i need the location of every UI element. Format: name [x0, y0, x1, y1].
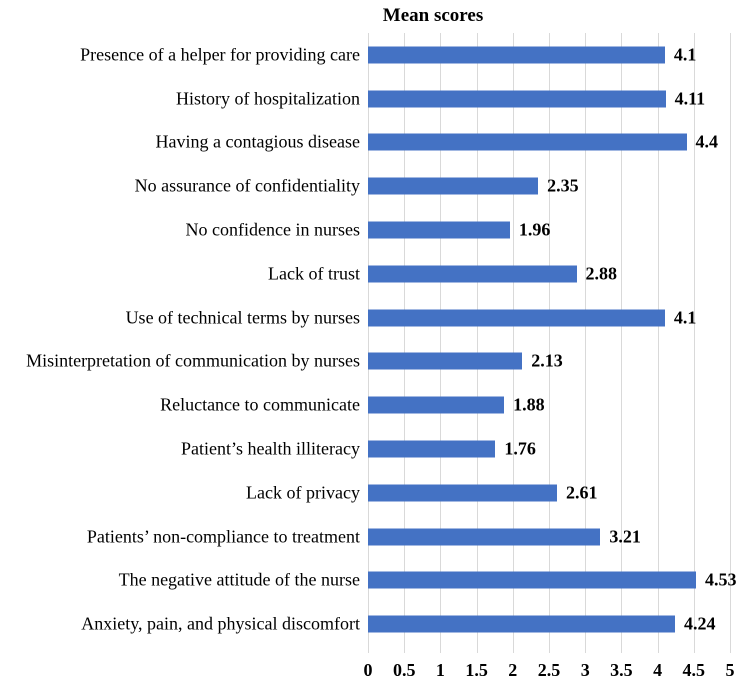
category-label: Anxiety, pain, and physical discomfort — [81, 613, 360, 634]
gridline — [549, 33, 550, 646]
category-label: Lack of privacy — [246, 482, 360, 503]
category-label: Having a contagious disease — [155, 131, 360, 152]
bar-row: No confidence in nurses 1.96 — [0, 208, 744, 252]
chart-title: Mean scores — [382, 5, 484, 26]
category-label: Presence of a helper for providing care — [80, 44, 360, 65]
x-axis-tick-mark — [730, 646, 731, 653]
bar — [368, 352, 523, 370]
gridline — [585, 33, 587, 646]
bar-value-label: 4.53 — [704, 569, 737, 590]
x-axis-tick-label: 5 — [725, 660, 735, 680]
gridline — [368, 33, 369, 646]
gridline — [404, 33, 406, 646]
bar-value-label: 4.4 — [695, 131, 719, 152]
bar-value-label: 4.1 — [673, 44, 697, 65]
gridline — [621, 33, 623, 646]
gridline — [730, 33, 731, 646]
bar-row: No assurance of confidentiality 2.35 — [0, 164, 744, 208]
category-label: Patients’ non-compliance to treatment — [86, 526, 360, 547]
category-label: Use of technical terms by nurses — [125, 307, 360, 328]
x-axis-tick-mark — [368, 646, 369, 653]
x-axis-tick-label: 0 — [363, 660, 373, 680]
bar — [368, 396, 505, 414]
x-axis-tick-label: 4 — [653, 660, 663, 680]
bar-row: History of hospitalization 4.11 — [0, 77, 744, 121]
x-axis-tick-mark — [549, 646, 550, 653]
category-label: Misinterpretation of communication by nu… — [26, 350, 360, 371]
bar-value-label: 4.24 — [683, 613, 716, 634]
x-axis-tick-label: 1.5 — [465, 660, 488, 680]
x-axis-tick-label: 3 — [580, 660, 590, 680]
bar — [368, 90, 666, 108]
x-axis-tick-mark — [476, 646, 478, 653]
bar-row: Reluctance to communicate 1.88 — [0, 383, 744, 427]
x-axis-tick-mark — [440, 646, 442, 653]
gridline — [476, 33, 478, 646]
bar-row: Patient’s health illiteracy 1.76 — [0, 427, 744, 471]
gridline — [440, 33, 442, 646]
bar-value-label: 4.11 — [674, 88, 706, 109]
category-label: History of hospitalization — [176, 88, 360, 109]
bar-value-label: 2.61 — [565, 482, 598, 503]
bar-row: Misinterpretation of communication by nu… — [0, 340, 744, 384]
bar-row: Use of technical terms by nurses 4.1 — [0, 296, 744, 340]
bar-value-label: 3.21 — [609, 526, 641, 547]
bar — [368, 177, 539, 195]
bar — [368, 46, 665, 64]
bar-value-label: 1.88 — [513, 394, 545, 415]
bar-row: Presence of a helper for providing care 4… — [0, 33, 744, 77]
bar-row: Anxiety, pain, and physical discomfort 4.… — [0, 602, 744, 646]
bar-row: Lack of privacy 2.61 — [0, 471, 744, 515]
bar — [368, 528, 601, 546]
category-label: Lack of trust — [268, 263, 360, 284]
bar — [368, 221, 510, 239]
bar — [368, 484, 557, 502]
bar-row: Patients’ non-compliance to treatment 3.2… — [0, 515, 744, 559]
x-axis-tick-mark — [693, 646, 695, 653]
x-axis-tick-label: 2 — [508, 660, 518, 680]
x-axis-tick-label: 2.5 — [537, 660, 561, 680]
bar-value-label: 2.35 — [547, 175, 579, 196]
gridline — [693, 33, 695, 646]
x-axis-tick-label: 1 — [435, 660, 445, 680]
bar — [368, 571, 696, 589]
bar — [368, 265, 577, 283]
x-axis-tick-mark — [621, 646, 623, 653]
bar — [368, 615, 675, 633]
bar — [368, 133, 687, 151]
x-axis-tick-mark — [585, 646, 587, 653]
category-label: Reluctance to communicate — [160, 394, 360, 415]
x-axis-tick-mark — [512, 646, 514, 653]
bar-row: The negative attitude of the nurse 4.53 — [0, 558, 744, 602]
category-label: No assurance of confidentiality — [134, 175, 360, 196]
gridline — [512, 33, 514, 646]
bar-value-label: 1.96 — [518, 219, 551, 240]
x-axis-tick-label: 3.5 — [610, 660, 633, 680]
bar — [368, 309, 665, 327]
category-label: No confidence in nurses — [185, 219, 360, 240]
category-label: Patient’s health illiteracy — [181, 438, 360, 459]
x-axis-tick-mark — [404, 646, 406, 653]
bar-value-label: 2.88 — [585, 263, 618, 284]
gridline — [657, 33, 659, 646]
bar-value-label: 2.13 — [531, 350, 563, 371]
bar-row: Having a contagious disease 4.4 — [0, 121, 744, 165]
x-axis-tick-label: 0.5 — [392, 660, 416, 680]
bar-row: Lack of trust 2.88 — [0, 252, 744, 296]
bar-value-label: 1.76 — [504, 438, 536, 459]
category-label: The negative attitude of the nurse — [118, 569, 360, 590]
bar-value-label: 4.1 — [673, 307, 697, 328]
x-axis-tick-label: 4.5 — [682, 660, 706, 680]
bar — [368, 440, 496, 458]
x-axis-tick-mark — [657, 646, 659, 653]
